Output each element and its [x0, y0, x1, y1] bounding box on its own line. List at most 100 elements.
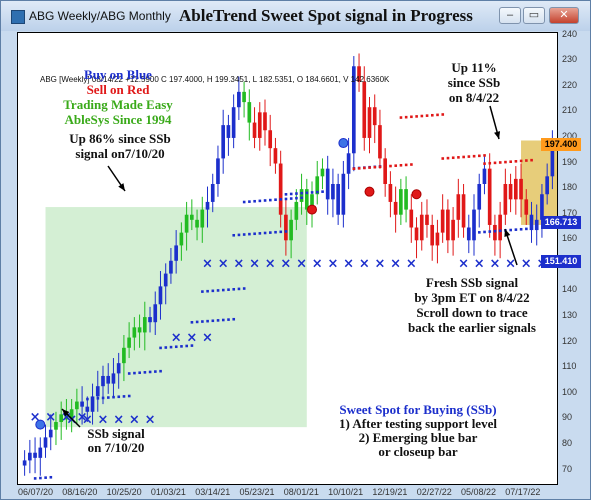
up11-line1: Up 11%	[451, 60, 497, 75]
candle-body	[315, 176, 320, 195]
stop-dot-blue	[258, 199, 262, 203]
stop-dot-blue	[284, 230, 288, 233]
stop-dot-blue	[133, 371, 136, 375]
stop-dot-red	[404, 115, 408, 119]
stop-dot-blue	[180, 345, 183, 348]
y-tick-label: 160	[562, 233, 578, 244]
stop-dot-blue	[289, 197, 293, 200]
candle-body	[430, 224, 435, 246]
ssb-signal-line1: SSb signal	[87, 426, 145, 441]
stop-dot-blue	[169, 345, 173, 349]
stop-dot-red	[488, 161, 492, 165]
stop-dot-blue	[498, 229, 502, 233]
candle-body	[351, 66, 356, 154]
candle-body	[399, 189, 403, 215]
candle-body	[524, 199, 529, 215]
stop-dot-red	[525, 159, 528, 162]
plot-area[interactable]: ××××××××××××××××××××××××××××××××× ABG [W…	[17, 32, 558, 485]
stop-dot-blue	[242, 287, 246, 290]
stop-dot-red	[504, 160, 507, 164]
stop-dot-blue	[478, 231, 481, 234]
restore-button[interactable]: ▭	[523, 7, 545, 24]
stop-dot-blue	[300, 191, 303, 195]
up11-line3: on 8/4/22	[448, 90, 500, 105]
candle-body	[304, 189, 309, 210]
stop-dot-blue	[127, 394, 131, 398]
x-tick-label: 08/16/20	[62, 487, 98, 497]
stop-dot-blue	[174, 345, 178, 349]
stop-dot-blue	[227, 288, 230, 291]
candle-body	[163, 273, 168, 287]
candle-body	[90, 396, 95, 412]
stop-dot-red	[472, 154, 476, 158]
stop-dot-blue	[269, 198, 272, 202]
candle-body	[278, 163, 283, 215]
stop-dot-red	[373, 165, 377, 169]
candle-body	[263, 112, 267, 131]
candle-body	[498, 214, 502, 241]
stop-dot-blue	[154, 370, 157, 373]
stop-dot-blue	[284, 193, 288, 196]
stop-dot-blue	[279, 198, 283, 201]
fresh-ssb-line4: back the earlier signals	[408, 320, 536, 335]
stop-dot-blue	[519, 227, 523, 231]
candle-body	[273, 148, 278, 164]
window-title: ABG Weekly/ABG Monthly	[29, 9, 171, 23]
price-label: 151.410	[541, 255, 581, 269]
candle-body	[550, 145, 555, 177]
stop-dot-blue	[159, 369, 162, 373]
stop-dot-red	[483, 154, 486, 157]
stop-dot-blue	[44, 476, 47, 479]
stop-dot-red	[425, 114, 429, 117]
stop-dot-red	[446, 156, 450, 160]
support-marker: ×	[327, 256, 338, 271]
candle-body	[116, 363, 121, 374]
stop-dot-red	[415, 115, 418, 118]
stop-dot-red	[514, 160, 518, 163]
fresh-ssb-line3: Scroll down to trace	[416, 305, 528, 320]
candle-body	[472, 209, 476, 241]
y-tick-label: 220	[562, 79, 578, 90]
stop-dot-blue	[227, 318, 230, 321]
minimize-button[interactable]: –	[499, 7, 521, 24]
stop-dot-blue	[148, 370, 152, 374]
candle-body	[237, 91, 241, 108]
candle-body	[184, 214, 189, 233]
stop-dot-blue	[237, 233, 241, 237]
stop-dot-blue	[33, 477, 37, 480]
close-button[interactable]: ✕	[549, 7, 579, 24]
signal-red	[364, 186, 375, 197]
title-bar[interactable]: ABG Weekly/ABG Monthly AbleTrend Sweet S…	[1, 1, 590, 31]
stop-dot-blue	[107, 396, 110, 399]
candle-body	[425, 214, 429, 225]
candle-body	[268, 130, 273, 149]
support-marker: ×	[343, 256, 354, 271]
x-tick-label: 10/10/21	[328, 487, 364, 497]
candle-body	[106, 375, 111, 384]
stop-dot-blue	[310, 191, 314, 194]
stop-dot-blue	[159, 346, 162, 350]
candle-body	[216, 158, 220, 184]
stop-dot-blue	[274, 198, 277, 202]
stop-dot-red	[462, 155, 465, 159]
support-marker: ×	[359, 256, 370, 271]
y-tick-label: 100	[562, 386, 578, 397]
y-tick-label: 180	[562, 182, 578, 193]
signal-red	[411, 189, 422, 200]
candle-body	[341, 173, 346, 215]
stop-dot-blue	[211, 319, 215, 323]
candle-body	[174, 245, 178, 261]
candle-body	[64, 414, 69, 420]
stop-dot-blue	[279, 230, 283, 234]
support-marker: ×	[218, 256, 229, 271]
stop-dot-blue	[86, 397, 89, 401]
stop-dot-blue	[216, 289, 220, 292]
candle-body	[540, 194, 544, 220]
candle-body	[513, 178, 518, 200]
fresh-ssb-line2: by 3pm ET on 8/4/22	[414, 290, 530, 305]
stop-dot-blue	[483, 230, 486, 234]
support-marker: ×	[374, 256, 385, 271]
stop-dot-blue	[49, 475, 53, 479]
stop-dot-red	[436, 113, 439, 117]
candle-body	[378, 125, 382, 159]
